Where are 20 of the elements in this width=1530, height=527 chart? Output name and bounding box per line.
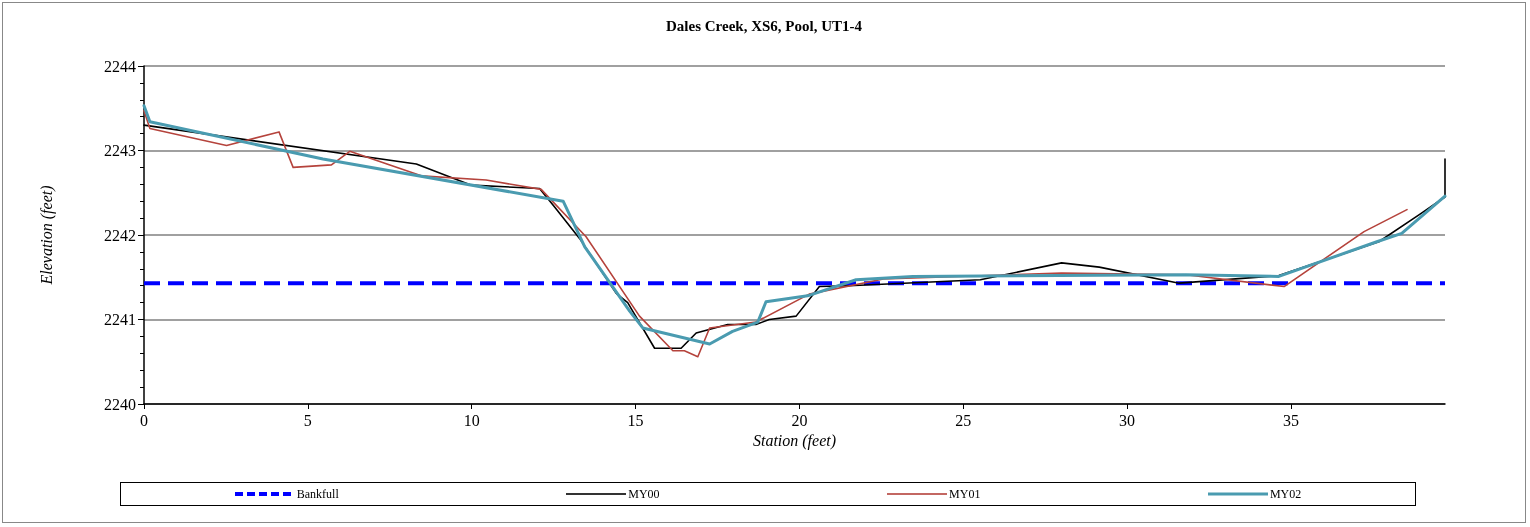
x-axis-title: Station (feet) <box>752 432 837 451</box>
x-tick-label: 15 <box>627 411 644 429</box>
y-tick-label: 2242 <box>104 226 136 244</box>
chart-title: Dales Creek, XS6, Pool, UT1-4 <box>666 17 863 34</box>
legend-label: MY02 <box>1269 486 1302 502</box>
y-axis-title: Elevation (feet) <box>37 185 56 286</box>
x-tick-label: 25 <box>955 411 972 429</box>
y-tick-label: 2243 <box>104 142 136 159</box>
x-tick-label: 5 <box>303 411 312 429</box>
x-tick-label: 0 <box>140 411 148 429</box>
y-tick-label: 2241 <box>104 311 136 328</box>
y-tick-label: 2244 <box>104 57 136 75</box>
legend-label: MY00 <box>628 486 660 502</box>
legend-label: Bankfull <box>296 486 339 502</box>
x-tick-label: 20 <box>791 411 808 429</box>
x-tick-label: 30 <box>1119 411 1136 429</box>
legend-label: MY01 <box>949 486 981 502</box>
x-tick-label: 35 <box>1282 411 1299 429</box>
y-tick-label: 2240 <box>104 395 136 413</box>
x-tick-label: 10 <box>463 411 480 429</box>
